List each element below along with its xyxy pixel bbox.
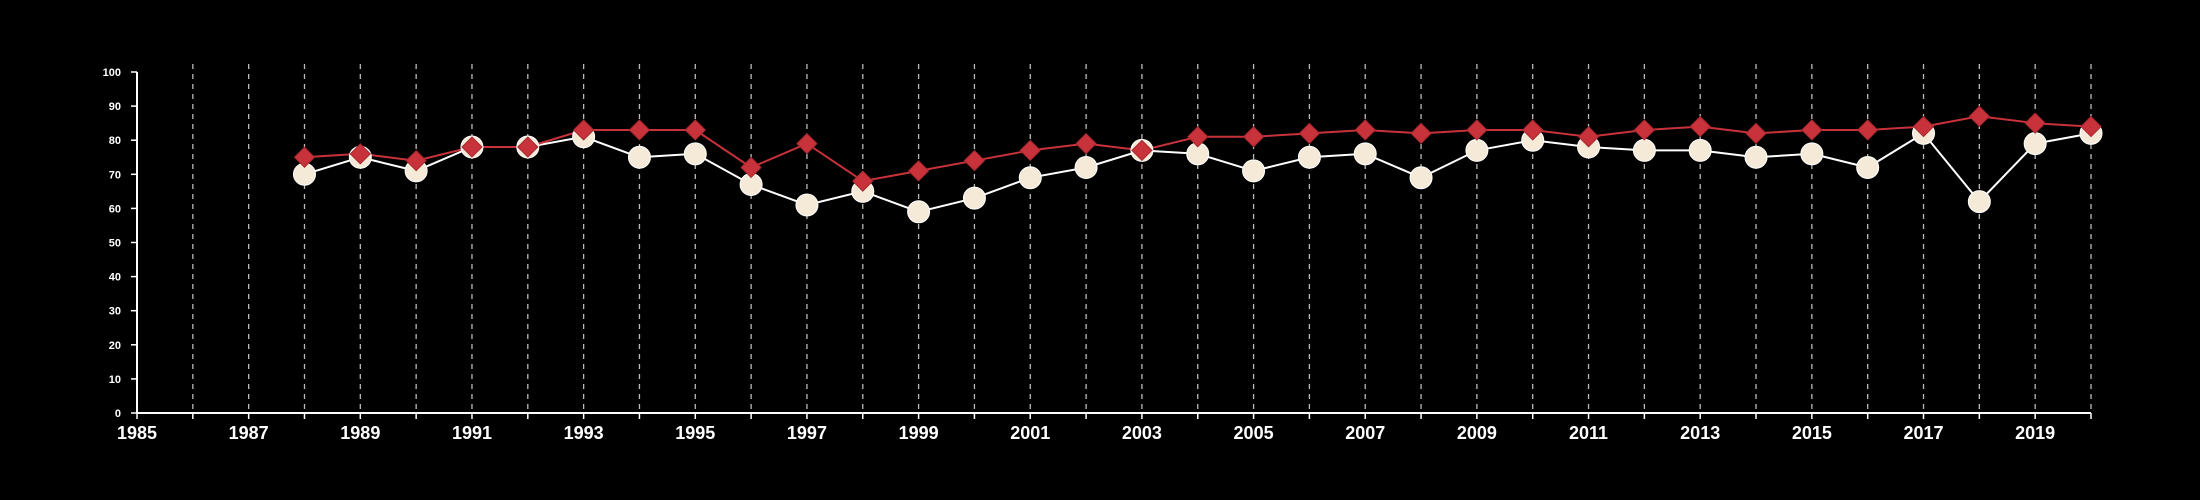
series-0-point-2004 [1187, 126, 1209, 148]
series-0-point-2014 [1745, 122, 1767, 145]
series-1-point-2009 [1465, 138, 1489, 162]
series-0-point-2015 [1801, 119, 1823, 141]
series-0-point-2011 [1577, 126, 1600, 148]
series-0-point-1992 [517, 136, 539, 158]
series-0-point-2019 [2024, 112, 2046, 134]
series-0-point-1996 [740, 156, 762, 179]
x-tick-label-2001: 2001 [1010, 423, 1050, 443]
series-0-point-2008 [1410, 122, 1432, 145]
series-1-point-2013 [1688, 138, 1712, 162]
y-tick-label-100: 100 [103, 67, 121, 79]
y-tick-label-90: 90 [109, 101, 121, 113]
series-0-point-2009 [1466, 119, 1488, 141]
vertical-gridlines [192, 64, 2092, 413]
series-0-point-2007 [1354, 119, 1376, 141]
series-0-point-2006 [1298, 122, 1321, 145]
series-0-point-2001 [1019, 139, 1041, 162]
y-tick-label-30: 30 [109, 306, 121, 318]
series-0-point-2020 [2080, 115, 2102, 138]
y-tick-label-40: 40 [109, 272, 121, 284]
x-tick-label-2005: 2005 [1234, 423, 1274, 443]
series-1-point-2015 [1800, 142, 1824, 166]
series-0-point-1990 [405, 149, 427, 172]
series-1-point-1999 [907, 200, 931, 224]
series-0-point-2010 [1522, 119, 1544, 141]
series-0-point-1997 [796, 132, 818, 155]
series-0-point-2012 [1633, 119, 1656, 141]
x-tick-label-2009: 2009 [1457, 423, 1497, 443]
series-0-point-1988 [293, 146, 316, 168]
y-tick-label-80: 80 [109, 135, 121, 147]
series-0-point-2016 [1856, 119, 1879, 141]
series-1-point-2019 [2023, 132, 2047, 156]
x-tick-label-1985: 1985 [117, 423, 157, 443]
series-0-point-2000 [963, 149, 986, 172]
series-0-point-2017 [1912, 115, 1935, 138]
series-1-point-2008 [1409, 166, 1433, 190]
series-0-point-2005 [1242, 126, 1265, 148]
series-0-point-2002 [1075, 132, 1097, 155]
series-0-point-2003 [1131, 139, 1153, 162]
series-1-point-2018 [1967, 190, 1991, 214]
series-0-point-1999 [907, 160, 930, 182]
axes: 1985 1987 1989 1991 1993 1995 1997 1999 2001 2003… [103, 67, 2092, 443]
y-tick-label-60: 60 [109, 203, 121, 215]
series-1-point-2016 [1856, 155, 1880, 179]
series-1-point-2006 [1297, 145, 1321, 169]
series-0-point-2013 [1689, 115, 1711, 138]
x-tick-label-2007: 2007 [1345, 423, 1385, 443]
y-tick-label-20: 20 [109, 340, 121, 352]
y-tick-label-0: 0 [115, 408, 121, 420]
x-tick-label-2017: 2017 [1903, 423, 1943, 443]
series-1-point-2000 [962, 186, 986, 210]
x-tick-label-2011: 2011 [1569, 423, 1608, 443]
series-1-point-1994 [627, 145, 651, 169]
x-tick-label-1999: 1999 [899, 423, 939, 443]
series-1-point-2012 [1632, 138, 1656, 162]
x-tick-label-2019: 2019 [2015, 423, 2055, 443]
series-0-point-1998 [852, 170, 874, 192]
x-tick-label-1987: 1987 [229, 423, 269, 443]
x-tick-label-1993: 1993 [564, 423, 604, 443]
y-tick-label-10: 10 [109, 374, 121, 386]
series-0-point-1993 [572, 119, 595, 141]
y-tick-label-70: 70 [109, 169, 121, 181]
series-1-point-2005 [1242, 159, 1266, 183]
series-1-point-2014 [1744, 145, 1768, 169]
series-markers [292, 105, 2103, 224]
x-tick-label-2003: 2003 [1122, 423, 1162, 443]
x-tick-label-1991: 1991 [452, 423, 492, 443]
series-0-point-1989 [349, 143, 372, 165]
x-tick-label-1995: 1995 [675, 423, 715, 443]
x-tick-label-2015: 2015 [1792, 423, 1832, 443]
series-1-point-2007 [1353, 142, 1377, 166]
x-tick-label-2013: 2013 [1680, 423, 1720, 443]
series-0-point-1991 [461, 136, 483, 158]
series-1-point-1995 [683, 142, 707, 166]
series-0-point-1995 [684, 119, 706, 141]
x-tick-label-1989: 1989 [340, 423, 380, 443]
series-0-point-1994 [628, 119, 651, 141]
series-1-point-1997 [795, 193, 819, 217]
series-1-point-2002 [1074, 155, 1098, 179]
y-tick-label-50: 50 [109, 238, 121, 250]
series-0-point-2018 [1968, 105, 1991, 128]
x-tick-label-1997: 1997 [787, 423, 827, 443]
series-1-point-2001 [1018, 166, 1042, 190]
